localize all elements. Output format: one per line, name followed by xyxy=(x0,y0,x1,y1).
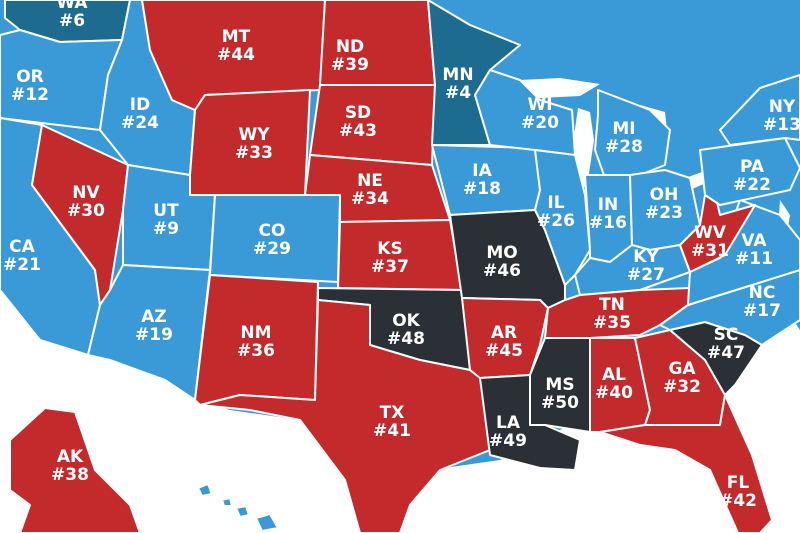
state-ak[interactable] xyxy=(9,407,141,533)
label-tn: TN #35 xyxy=(593,295,631,333)
label-az: AZ #19 xyxy=(135,307,173,345)
label-ne: NE #34 xyxy=(351,171,389,209)
state-ny[interactable] xyxy=(719,74,800,146)
label-in: IN #16 xyxy=(589,195,627,233)
label-nc: NC #17 xyxy=(743,283,781,321)
label-tx: TX #41 xyxy=(373,403,411,441)
label-mi: MI #28 xyxy=(605,119,643,157)
label-ut: UT #9 xyxy=(153,201,179,239)
label-sd: SD #43 xyxy=(339,103,377,141)
label-al: AL #40 xyxy=(595,365,633,403)
label-ar: AR #45 xyxy=(485,323,523,361)
label-ak: AK #38 xyxy=(51,447,89,485)
label-ms: MS #50 xyxy=(541,375,579,413)
state-il[interactable] xyxy=(534,149,591,286)
label-sc: SC #47 xyxy=(707,325,745,363)
label-co: CO #29 xyxy=(253,221,291,259)
state-wv[interactable] xyxy=(679,194,756,273)
label-mt: MT #44 xyxy=(217,27,255,65)
state-ar[interactable] xyxy=(461,297,549,379)
label-pa: PA #22 xyxy=(733,157,771,195)
label-la: LA #49 xyxy=(489,413,527,451)
state-fl[interactable] xyxy=(599,394,773,533)
label-va: VA #11 xyxy=(735,231,773,269)
label-nm: NM #36 xyxy=(237,323,275,361)
state-tx[interactable] xyxy=(199,299,491,533)
label-ky: KY #27 xyxy=(627,247,665,285)
label-ok: OK #48 xyxy=(387,311,425,349)
label-mo: MO #46 xyxy=(483,243,521,281)
label-ny: NY #13 xyxy=(763,97,800,135)
label-fl: FL #42 xyxy=(719,473,757,511)
label-ks: KS #37 xyxy=(371,239,409,277)
label-nv: NV #30 xyxy=(67,183,105,221)
label-oh: OH #23 xyxy=(645,185,683,223)
label-wi: WI #20 xyxy=(521,95,559,133)
label-il: IL #26 xyxy=(537,193,575,231)
label-wa: WA #6 xyxy=(56,0,88,31)
label-nd: ND #39 xyxy=(331,37,369,75)
label-wy: WY #33 xyxy=(235,125,273,163)
labels-layer: WA #6 OR #12 CA #21 ID #24 NV #30 UT #9 AZ #19 … xyxy=(3,0,800,511)
label-mn: MN #4 xyxy=(442,65,473,103)
label-ca: CA #21 xyxy=(3,237,41,275)
label-id: ID #24 xyxy=(121,95,159,133)
label-ga: GA #32 xyxy=(663,359,701,397)
state-hi[interactable] xyxy=(197,483,279,532)
label-ia: IA #18 xyxy=(463,161,501,199)
state-nc[interactable] xyxy=(659,269,800,346)
label-wv: WV #31 xyxy=(691,223,729,261)
state-wy[interactable] xyxy=(189,89,311,196)
label-or: OR #12 xyxy=(11,67,49,105)
